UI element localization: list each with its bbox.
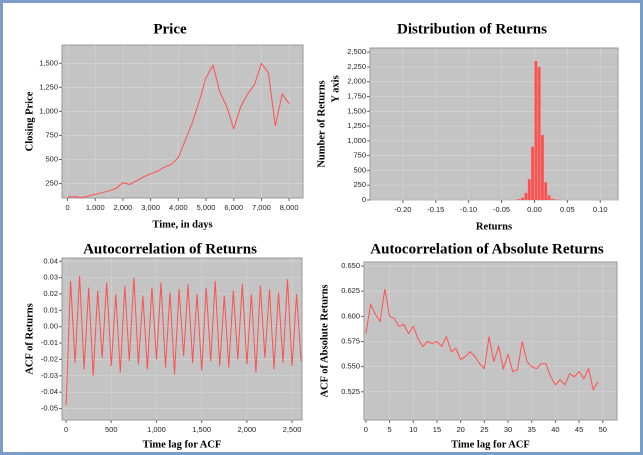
x-tick-label: 2,000 [237, 425, 256, 434]
chart-title: Distribution of Returns [397, 21, 547, 37]
x-axis-label: Time lag for ACF [451, 439, 530, 450]
y-tick-label: 250 [353, 180, 366, 189]
x-tick-label: 40 [551, 425, 559, 434]
chart-title: Autocorrelation of Absolute Returns [370, 241, 604, 257]
x-tick-label: 35 [528, 425, 536, 434]
x-tick-label: 10 [409, 425, 417, 434]
y-tick-label: 0.02 [43, 289, 58, 298]
y-tick-label: 750 [353, 151, 366, 160]
x-tick-label: 7,000 [252, 203, 271, 212]
bar [544, 182, 548, 200]
x-tick-label: -0.20 [394, 205, 411, 214]
line [67, 62, 290, 199]
y-tick-label: 0.03 [43, 273, 58, 282]
x-tick-label: 5 [387, 425, 391, 434]
x-tick-label: 20 [456, 425, 464, 434]
bar [534, 61, 538, 200]
x-tick-label: 30 [504, 425, 512, 434]
y-tick-label: 0.600 [341, 311, 360, 320]
x-tick-label: 0.10 [593, 205, 608, 214]
y-axis-label: Closing Price [24, 91, 35, 151]
y-tick-label: 0.525 [341, 387, 360, 396]
y-tick-label: -0.04 [41, 387, 58, 396]
x-tick-label: 1,500 [192, 425, 211, 434]
y-tick-label: 0.00 [43, 322, 58, 331]
y-tick-label: 1,750 [347, 91, 366, 100]
y-axis-label: ACF of Returns [24, 303, 35, 374]
x-tick-label: 45 [575, 425, 583, 434]
y-tick-label: 500 [353, 165, 366, 174]
x-tick-label: 2,500 [283, 425, 302, 434]
x-tick-label: 5,000 [197, 203, 216, 212]
plot-area [61, 44, 304, 199]
bar [518, 199, 521, 200]
y-tick-label: -0.05 [41, 404, 58, 413]
bar [531, 146, 534, 200]
x-tick-label: 0 [64, 425, 68, 434]
y-tick-label: 1,500 [39, 58, 58, 67]
x-tick-label: 1,000 [147, 425, 166, 434]
y-axis-label: ACF of Absolute Returns [319, 284, 330, 397]
x-tick-label: 50 [599, 425, 607, 434]
bar [547, 195, 551, 200]
y-tick-label: 0 [362, 195, 366, 204]
y-axis-label: Number of Returns [316, 80, 327, 167]
plot-area [369, 47, 619, 201]
chart-title: Autocorrelation of Returns [83, 241, 257, 257]
bar [527, 179, 531, 200]
bar [521, 197, 525, 200]
y-tick-label: -0.03 [41, 371, 58, 380]
line [65, 275, 302, 406]
y-tick-label: 1,250 [39, 82, 58, 91]
bar [541, 134, 544, 200]
bar [524, 192, 528, 200]
x-tick-label: 0 [65, 203, 69, 212]
y-tick-label: -0.01 [41, 338, 58, 347]
x-tick-label: 4,000 [169, 203, 188, 212]
x-tick-label: -0.15 [427, 205, 444, 214]
bar [537, 66, 541, 200]
y-tick-label: -0.02 [41, 354, 58, 363]
bar [550, 198, 554, 200]
x-tick-label: 0 [364, 425, 368, 434]
y-tick-label: 2,000 [347, 77, 366, 86]
y-tick-label: 1,000 [347, 136, 366, 145]
y-tick-label: 0.625 [341, 286, 360, 295]
y-tick-label: 1,250 [347, 121, 366, 130]
y-tick-label: 0.550 [341, 362, 360, 371]
annotation: Y axis [330, 75, 341, 102]
x-tick-label: 25 [480, 425, 488, 434]
x-tick-label: 15 [433, 425, 441, 434]
y-tick-label: 0.01 [43, 305, 58, 314]
y-tick-label: 0.04 [43, 256, 58, 265]
x-tick-label: 6,000 [224, 203, 243, 212]
y-tick-label: 0.575 [341, 336, 360, 345]
y-tick-label: 1,500 [347, 106, 366, 115]
x-tick-label: -0.10 [460, 205, 477, 214]
y-tick-label: 0.650 [341, 261, 360, 270]
y-tick-label: 750 [45, 130, 58, 139]
x-axis-label: Returns [476, 221, 512, 232]
x-tick-label: 1,000 [86, 203, 105, 212]
y-tick-label: 1,000 [39, 106, 58, 115]
x-tick-label: -0.05 [493, 205, 510, 214]
x-tick-label: 0.00 [527, 205, 542, 214]
x-tick-label: 3,000 [141, 203, 160, 212]
x-tick-label: 8,000 [280, 203, 299, 212]
x-tick-label: 500 [105, 425, 118, 434]
y-tick-label: 250 [45, 179, 58, 188]
x-tick-label: 0.05 [560, 205, 575, 214]
line [365, 289, 599, 392]
x-axis-label: Time lag for ACF [143, 439, 222, 450]
chart-title: Price [153, 21, 187, 37]
y-tick-label: 2,250 [347, 62, 366, 71]
y-tick-label: 500 [45, 154, 58, 163]
y-tick-label: 2,500 [347, 47, 366, 56]
x-axis-label: Time, in days [152, 219, 212, 230]
x-tick-label: 2,000 [114, 203, 133, 212]
plot-area [363, 261, 618, 421]
